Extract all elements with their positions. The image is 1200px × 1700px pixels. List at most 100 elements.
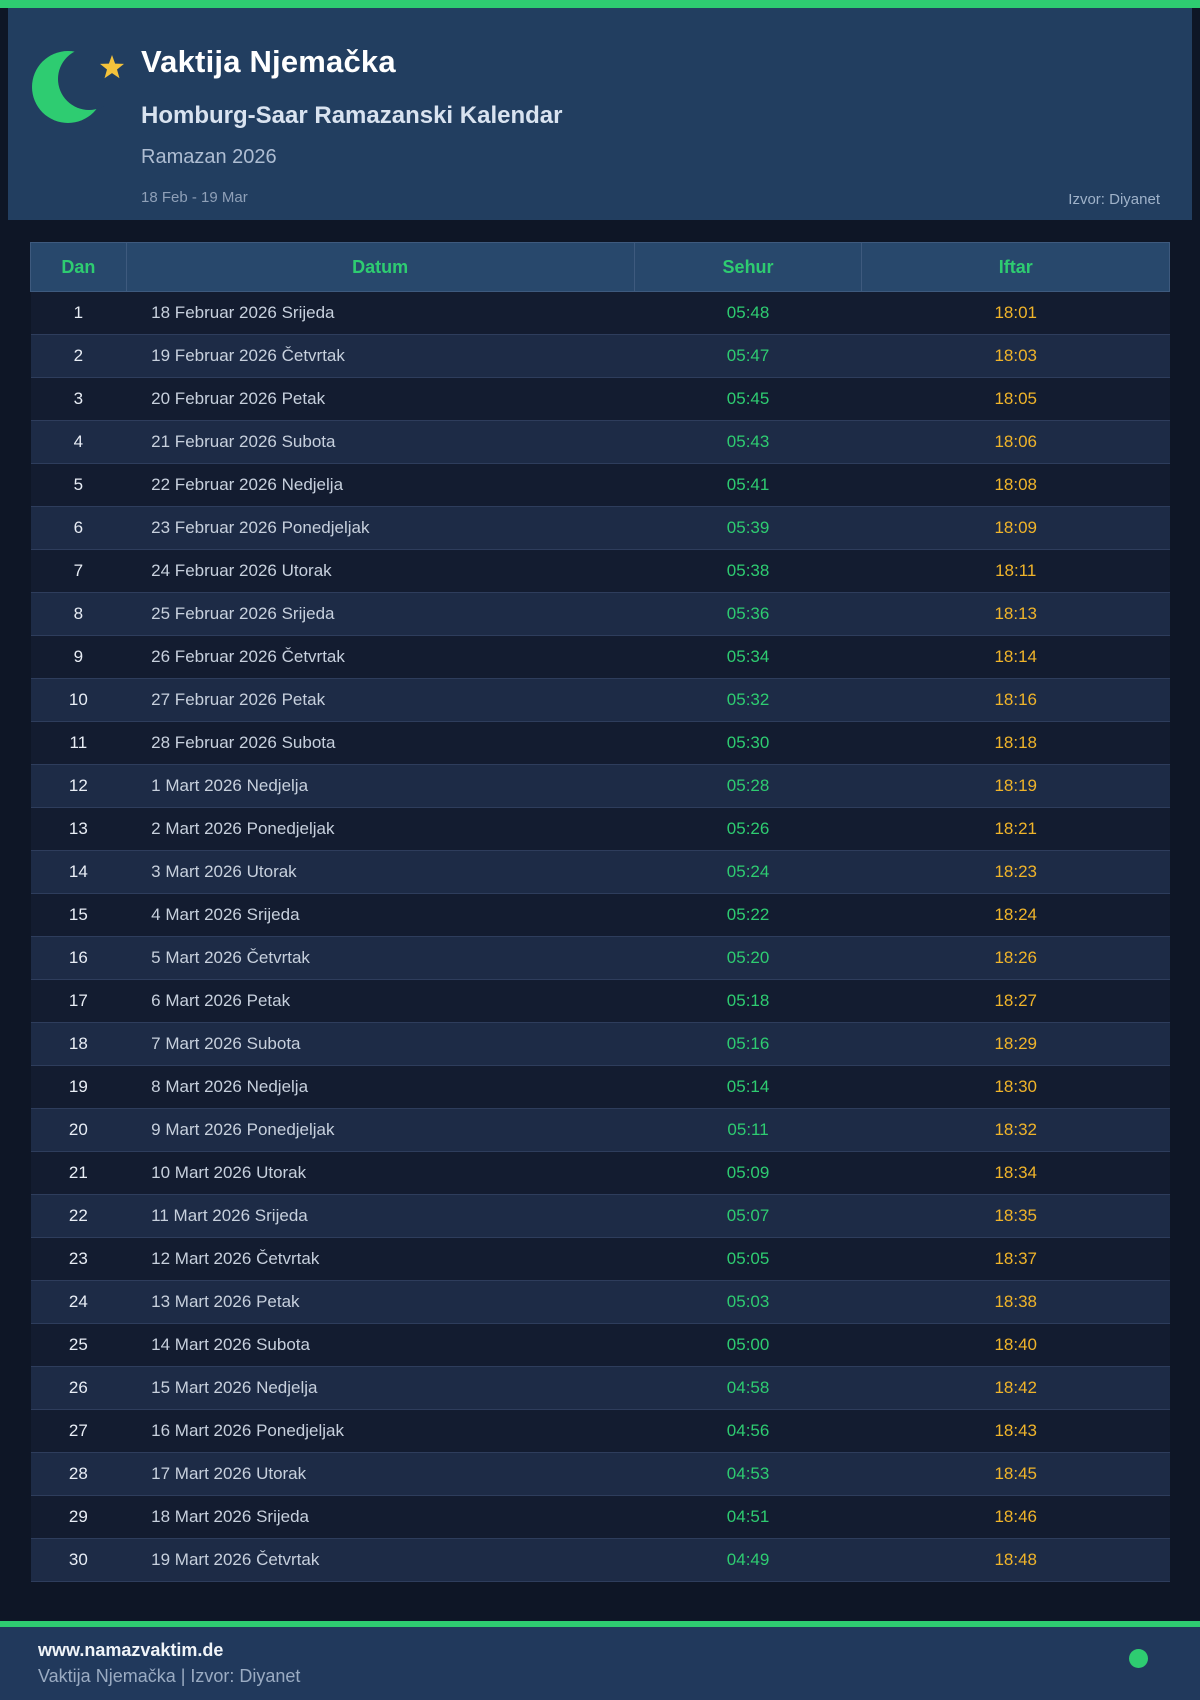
sehur-time: 05:18 — [726, 991, 770, 1010]
table-row: 5 22 Februar 2026 Nedjelja 05:41 18:08 — [30, 463, 1170, 507]
iftar-time: 18:46 — [994, 1507, 1037, 1526]
date-cell: 12 Mart 2026 Četvrtak — [151, 1249, 320, 1268]
day-number: 26 — [30, 1366, 127, 1410]
date-cell: 18 Mart 2026 Srijeda — [151, 1507, 309, 1526]
table-row: 3 20 Februar 2026 Petak 05:45 18:05 — [30, 377, 1170, 421]
iftar-time: 18:42 — [861, 1366, 1170, 1410]
iftar-time: 18:38 — [861, 1280, 1170, 1324]
day-number: 28 — [30, 1452, 127, 1496]
table-row: 29 18 Mart 2026 Srijeda 04:51 18:46 — [30, 1495, 1170, 1539]
day-number: 22 — [30, 1194, 127, 1238]
day-number: 6 — [30, 506, 127, 550]
iftar-time: 18:48 — [861, 1538, 1170, 1582]
sehur-time: 05:48 — [726, 303, 770, 322]
day-number: 9 — [73, 647, 84, 666]
iftar-time: 18:08 — [994, 475, 1037, 494]
day-number: 30 — [30, 1538, 127, 1582]
date-cell: 27 Februar 2026 Petak — [126, 678, 635, 722]
top-accent-bar — [0, 0, 1200, 8]
day-number: 15 — [68, 905, 88, 924]
iftar-time: 18:16 — [861, 678, 1170, 722]
page-subtitle: Homburg-Saar Ramazanski Kalendar — [141, 102, 563, 129]
date-cell: 8 Mart 2026 Nedjelja — [151, 1077, 309, 1096]
iftar-time: 18:01 — [994, 303, 1037, 322]
date-cell: 28 Februar 2026 Subota — [151, 733, 336, 752]
crescent-moon-icon — [32, 48, 124, 123]
table-row: 2 19 Februar 2026 Četvrtak 05:47 18:03 — [30, 334, 1170, 378]
date-cell: 24 Februar 2026 Utorak — [151, 561, 332, 580]
table-row: 18 7 Mart 2026 Subota 05:16 18:29 — [30, 1022, 1170, 1066]
day-number: 18 — [30, 1022, 127, 1066]
sehur-time: 05:32 — [634, 678, 862, 722]
day-number: 11 — [69, 733, 88, 752]
date-cell: 2 Mart 2026 Ponedjeljak — [151, 819, 335, 838]
date-cell: 10 Mart 2026 Utorak — [151, 1163, 307, 1182]
day-number: 21 — [68, 1163, 88, 1182]
sehur-time: 05:05 — [726, 1249, 770, 1268]
day-number: 13 — [68, 819, 88, 838]
date-cell: 4 Mart 2026 Srijeda — [151, 905, 300, 924]
iftar-time: 18:13 — [861, 592, 1170, 636]
sehur-time: 05:39 — [634, 506, 862, 550]
table-row: 20 9 Mart 2026 Ponedjeljak 05:11 18:32 — [30, 1108, 1170, 1152]
footer-accent-bar — [0, 1621, 1200, 1627]
table-row: 26 15 Mart 2026 Nedjelja 04:58 18:42 — [30, 1366, 1170, 1410]
table-row: 14 3 Mart 2026 Utorak 05:24 18:23 — [30, 850, 1170, 894]
footer: www.namazvaktim.de Vaktija Njemačka | Iz… — [0, 1621, 1200, 1700]
sehur-time: 05:28 — [634, 764, 862, 808]
sehur-time: 05:45 — [726, 389, 770, 408]
iftar-time: 18:30 — [994, 1077, 1037, 1096]
iftar-time: 18:14 — [994, 647, 1037, 666]
table-row: 21 10 Mart 2026 Utorak 05:09 18:34 — [30, 1151, 1170, 1195]
table-body: 1 18 Februar 2026 Srijeda 05:48 18:01 2 … — [30, 291, 1170, 1582]
title-block: Vaktija Njemačka Homburg-Saar Ramazanski… — [141, 44, 562, 206]
table-row: 7 24 Februar 2026 Utorak 05:38 18:11 — [30, 549, 1170, 593]
sehur-time: 05:24 — [634, 850, 862, 894]
sehur-time: 05:07 — [634, 1194, 862, 1238]
date-cell: 1 Mart 2026 Nedjelja — [126, 764, 635, 808]
sehur-time: 05:22 — [726, 905, 770, 924]
sehur-time: 05:14 — [726, 1077, 770, 1096]
date-cell: 15 Mart 2026 Nedjelja — [126, 1366, 635, 1410]
iftar-time: 18:21 — [994, 819, 1037, 838]
day-number: 20 — [30, 1108, 127, 1152]
page-title: Vaktija Njemačka — [141, 44, 396, 79]
sehur-time: 05:16 — [634, 1022, 862, 1066]
table-row: 15 4 Mart 2026 Srijeda 05:22 18:24 — [30, 893, 1170, 937]
sehur-time: 05:36 — [634, 592, 862, 636]
star-icon — [100, 55, 124, 79]
sehur-time: 04:51 — [726, 1507, 770, 1526]
table-header: Dan Datum Sehur Iftar — [30, 242, 1170, 292]
date-cell: 19 Mart 2026 Četvrtak — [126, 1538, 635, 1582]
table-row: 4 21 Februar 2026 Subota 05:43 18:06 — [30, 420, 1170, 464]
sehur-time: 05:20 — [634, 936, 862, 980]
day-number: 29 — [68, 1507, 88, 1526]
day-number: 25 — [68, 1335, 88, 1354]
iftar-time: 18:29 — [861, 1022, 1170, 1066]
sehur-time: 05:11 — [634, 1108, 862, 1152]
table-row: 6 23 Februar 2026 Ponedjeljak 05:39 18:0… — [30, 506, 1170, 550]
sehur-time: 05:03 — [634, 1280, 862, 1324]
date-cell: 17 Mart 2026 Utorak — [126, 1452, 635, 1496]
day-number: 8 — [30, 592, 127, 636]
day-number: 2 — [30, 334, 127, 378]
date-cell: 26 Februar 2026 Četvrtak — [151, 647, 345, 666]
website-url: www.namazvaktim.de — [38, 1640, 224, 1660]
day-number: 4 — [30, 420, 127, 464]
day-number: 10 — [30, 678, 127, 722]
iftar-time: 18:35 — [861, 1194, 1170, 1238]
table-row: 17 6 Mart 2026 Petak 05:18 18:27 — [30, 979, 1170, 1023]
footer-tagline: Vaktija Njemačka | Izvor: Diyanet — [38, 1666, 301, 1686]
sehur-time: 04:58 — [634, 1366, 862, 1410]
day-number: 12 — [30, 764, 127, 808]
iftar-time: 18:05 — [994, 389, 1037, 408]
table-row: 25 14 Mart 2026 Subota 05:00 18:40 — [30, 1323, 1170, 1367]
header: Vaktija Njemačka Homburg-Saar Ramazanski… — [8, 8, 1192, 220]
column-header-iftar: Iftar — [861, 242, 1170, 292]
iftar-time: 18:32 — [861, 1108, 1170, 1152]
table-row: 16 5 Mart 2026 Četvrtak 05:20 18:26 — [30, 936, 1170, 980]
day-number: 16 — [30, 936, 127, 980]
column-header-sehur: Sehur — [633, 242, 863, 292]
table-row: 8 25 Februar 2026 Srijeda 05:36 18:13 — [30, 592, 1170, 636]
date-cell: 20 Februar 2026 Petak — [151, 389, 326, 408]
